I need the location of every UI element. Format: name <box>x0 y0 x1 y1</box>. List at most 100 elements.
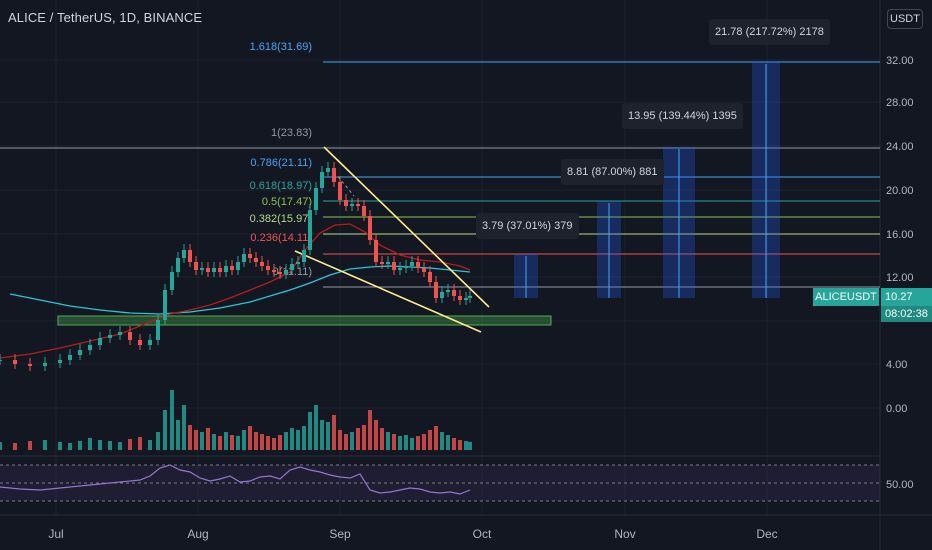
candle-body <box>320 172 324 188</box>
candle-body <box>138 340 142 345</box>
volume-bar <box>108 441 112 450</box>
volume-bar <box>452 438 456 450</box>
time-axis-label: Jul <box>48 527 63 541</box>
candle-body <box>218 268 222 272</box>
volume-bar <box>434 426 438 450</box>
volume-bar <box>272 438 276 450</box>
last-price-symbol: ALICEUSDT <box>813 288 879 306</box>
candle-body <box>248 254 252 258</box>
volume-bar <box>464 441 468 450</box>
projection-label-1[interactable]: 3.79 (37.01%) 379 <box>476 213 579 239</box>
candle-body <box>422 268 426 272</box>
candle-body <box>452 290 456 296</box>
price-axis-label: 12.00 <box>886 272 914 284</box>
volume-bar <box>410 438 414 450</box>
candle-body <box>290 264 294 270</box>
candle-body <box>254 258 258 262</box>
volume-bar <box>332 415 336 450</box>
candle-body <box>68 355 72 360</box>
volume-bar <box>13 443 17 450</box>
fib-label-0786: 0.786(21.11) <box>250 157 312 169</box>
volume-bar <box>422 434 426 450</box>
price-axis-label: 28.00 <box>886 97 914 109</box>
wedge-upper-line[interactable] <box>323 146 490 308</box>
time-axis-label: Nov <box>614 527 635 541</box>
volume-bar <box>398 436 402 450</box>
candle-body <box>428 272 432 282</box>
candle-body <box>458 296 462 300</box>
volume-bar <box>338 430 342 450</box>
symbol-title[interactable]: ALICE / TetherUS, 1D, BINANCE <box>8 10 203 25</box>
last-price-value: 10.27 <box>881 288 932 306</box>
volume-bar <box>188 425 192 450</box>
candle-body <box>314 188 318 210</box>
volume-bar <box>260 434 264 450</box>
candle-body <box>344 200 348 206</box>
volume-bar <box>0 442 2 450</box>
time-axis-label: Dec <box>756 527 777 541</box>
volume-bar <box>163 410 167 450</box>
candle-body <box>392 262 396 270</box>
candle-body <box>386 262 390 264</box>
price-axis-label: 0.00 <box>886 403 907 415</box>
projection-label-4[interactable]: 21.78 (217.72%) 2178 <box>709 19 830 45</box>
candle-body <box>296 262 300 264</box>
volume-bar <box>428 430 432 450</box>
candle-body <box>272 270 276 272</box>
candle-body <box>206 268 210 272</box>
candle-body <box>188 250 192 262</box>
volume-bar <box>320 420 324 450</box>
volume-bar <box>78 441 82 450</box>
candle-body <box>212 268 216 272</box>
volume-bar <box>68 443 72 450</box>
volume-bar <box>200 432 204 450</box>
time-axis-label: Sep <box>329 527 351 541</box>
volume-bar <box>440 432 444 450</box>
volume-bar <box>296 430 300 450</box>
candle-body <box>332 168 336 182</box>
volume-bar <box>138 437 142 450</box>
volume-bar <box>446 435 450 450</box>
candle-body <box>416 262 420 268</box>
volume-bar <box>374 420 378 450</box>
volume-bar <box>88 438 92 450</box>
volume-bar <box>170 390 174 450</box>
candle-body <box>148 340 152 345</box>
candle-body <box>88 345 92 350</box>
candle-body <box>266 266 270 270</box>
volume-bar <box>368 410 372 450</box>
candle-body <box>468 296 472 298</box>
volume-bar <box>194 430 198 450</box>
candle-body <box>284 270 288 274</box>
volume-bar <box>326 422 330 450</box>
projection-label-2[interactable]: 8.81 (87.00%) 881 <box>561 159 664 185</box>
volume-bar <box>182 405 186 450</box>
volume-bar <box>380 428 384 450</box>
volume-bar <box>278 435 282 450</box>
volume-bar <box>344 434 348 450</box>
volume-bar <box>236 436 240 450</box>
support-zone[interactable] <box>57 315 552 326</box>
time-axis-label: Aug <box>187 527 208 541</box>
candle-body <box>374 240 378 262</box>
currency-button[interactable]: USDT <box>887 9 923 29</box>
candle-body <box>128 332 132 340</box>
volume-bar <box>248 426 252 450</box>
volume-bar <box>218 436 222 450</box>
candle-body <box>338 182 342 200</box>
candle-body <box>404 266 408 268</box>
volume-bar <box>148 440 152 450</box>
candle-body <box>350 204 354 206</box>
projection-label-3[interactable]: 13.95 (139.44%) 1395 <box>622 103 743 129</box>
wedge-lower-line[interactable] <box>294 250 482 333</box>
volume-bar <box>350 432 354 450</box>
candle-body <box>356 204 360 206</box>
volume-bar <box>128 439 132 450</box>
candle-body <box>278 272 282 274</box>
volume-series <box>0 390 472 450</box>
fib-label-0236: 0.236(14.11) <box>250 232 312 244</box>
volume-bar <box>356 428 360 450</box>
ma-line-red <box>0 223 471 359</box>
rsi-axis-label: 50.00 <box>886 479 914 491</box>
